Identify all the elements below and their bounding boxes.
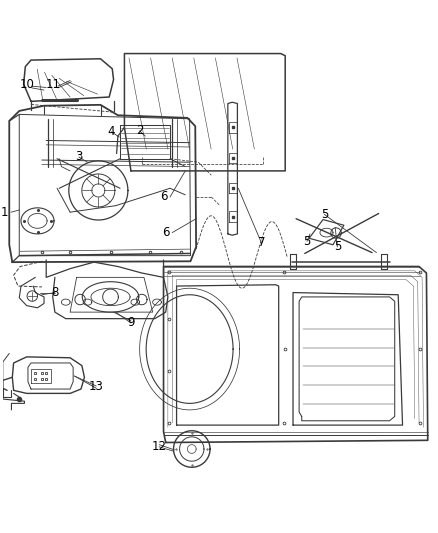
Text: 4: 4	[108, 125, 115, 138]
Text: 6: 6	[162, 226, 170, 239]
Text: 8: 8	[51, 286, 59, 299]
Text: 6: 6	[160, 190, 167, 204]
Text: 5: 5	[334, 240, 341, 254]
Text: 13: 13	[89, 379, 104, 392]
Text: 5: 5	[303, 235, 311, 248]
Text: 5: 5	[321, 208, 328, 221]
Text: 9: 9	[127, 317, 135, 329]
Text: 7: 7	[258, 236, 265, 249]
Text: 3: 3	[75, 150, 82, 164]
Text: 11: 11	[45, 78, 60, 91]
Text: 12: 12	[152, 440, 167, 454]
Text: 2: 2	[136, 124, 143, 138]
Text: 1: 1	[1, 206, 9, 219]
Text: 10: 10	[19, 78, 34, 91]
